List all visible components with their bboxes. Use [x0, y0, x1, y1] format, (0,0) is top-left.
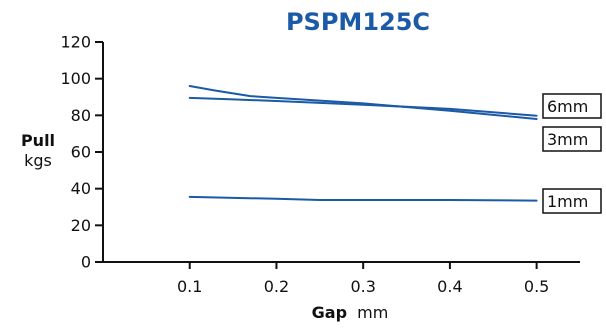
- series-label-3mm: 3mm: [542, 126, 602, 152]
- y-tick-label: 60: [71, 143, 91, 162]
- series-label-text: 1mm: [547, 192, 588, 211]
- x-tick-label: 0.2: [264, 277, 289, 296]
- y-tick-label: 40: [71, 179, 91, 198]
- x-axis-label-bold: Gap: [312, 303, 347, 322]
- series-group: [188, 85, 538, 202]
- series-label-box: [542, 126, 602, 152]
- y-tick-label: 100: [60, 69, 91, 88]
- y-tick-label: 20: [71, 216, 91, 235]
- y-tick-label: 0: [81, 253, 91, 272]
- x-axis-ticks: 0.1 0.2 0.3 0.4 0.5: [177, 262, 549, 296]
- chart-title: PSPM125C: [286, 8, 430, 36]
- y-axis-label-unit: kgs: [24, 151, 52, 170]
- series-line-1mm: [188, 195, 538, 202]
- y-tick-label: 80: [71, 106, 91, 125]
- x-axis-label-unit: mm: [357, 303, 388, 322]
- x-tick-label: 0.3: [350, 277, 375, 296]
- y-axis-label-bold: Pull: [21, 131, 55, 150]
- series-line-3mm: [188, 85, 538, 120]
- series-line-6mm: [188, 96, 538, 117]
- series-label-6mm: 6mm: [542, 93, 602, 119]
- x-axis-label: Gap mm: [312, 303, 389, 322]
- x-tick-label: 0.1: [177, 277, 202, 296]
- series-label-box: [542, 188, 602, 214]
- series-label-box: [542, 93, 602, 119]
- series-label-text: 3mm: [547, 130, 588, 149]
- x-tick-label: 0.4: [437, 277, 462, 296]
- series-labels: 6mm 3mm 1mm: [542, 93, 602, 214]
- series-label-text: 6mm: [547, 97, 588, 116]
- x-tick-label: 0.5: [524, 277, 549, 296]
- y-tick-label: 120: [60, 33, 91, 52]
- series-label-1mm: 1mm: [542, 188, 602, 214]
- y-axis-ticks: 0 20 40 60 80 100 120: [60, 33, 103, 272]
